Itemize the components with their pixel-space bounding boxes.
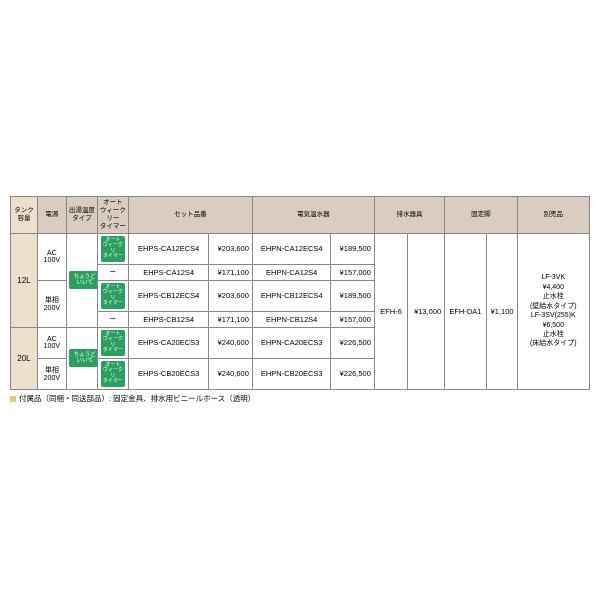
footnote: 付属品（同梱・同送部品）: 固定金具、排水用ビニールホース（透明） (10, 393, 590, 404)
set-price: ¥203,600 (209, 233, 252, 264)
table-row: 12L AC100V ちょうどいい℃ オートウィークリタイマー EHPS-CA1… (11, 233, 590, 264)
set-price: ¥240,600 (209, 327, 252, 358)
heater-price: ¥157,000 (331, 311, 374, 327)
heater-no: EHPN-CB12ECS4 (252, 280, 331, 311)
note-square-icon (10, 396, 16, 402)
set-price: ¥171,100 (209, 264, 252, 280)
set-price: ¥171,100 (209, 311, 252, 327)
set-no: EHPS-CA12ECS4 (128, 233, 209, 264)
h-setno: セット品番 (128, 197, 252, 233)
set-price: ¥240,600 (209, 358, 252, 389)
heater-price: ¥189,500 (331, 280, 374, 311)
h-drain: 排水器具 (374, 197, 444, 233)
temp-badge-cell: ちょうどいい℃ (66, 327, 97, 389)
temp-badge-icon: ちょうどいい℃ (69, 349, 98, 367)
timer-badge-cell: オートウィークリタイマー (97, 358, 128, 389)
set-no: EHPS-CB20ECS3 (128, 358, 209, 389)
h-timer: オートウィークリータイマー (97, 197, 128, 233)
set-no: EHPS-CA12S4 (128, 264, 209, 280)
no-timer: − (97, 264, 128, 280)
heater-no: EHPN-CA12S4 (252, 264, 331, 280)
fix-model: EFH-DA1 (445, 233, 486, 389)
h-fix: 固定脚 (445, 197, 517, 233)
betsu-cell: LF-3VK¥4,400止水栓(壁給水タイプ)LF-3SV(255)K¥6,50… (517, 233, 589, 389)
temp-badge-cell: ちょうどいい℃ (66, 233, 97, 327)
power-ac100: AC100V (37, 233, 66, 280)
temp-badge-icon: ちょうどいい℃ (69, 271, 98, 289)
heater-no: EHPN-CB12S4 (252, 311, 331, 327)
fix-price: ¥1,100 (486, 233, 517, 389)
set-no: EHPS-CB12ECS4 (128, 280, 209, 311)
h-tank: タンク容量 (11, 197, 38, 233)
timer-badge-icon: オートウィークリタイマー (101, 361, 125, 387)
h-power: 電源 (37, 197, 66, 233)
timer-badge-icon: オートウィークリタイマー (101, 283, 125, 309)
h-heater: 電気温水器 (252, 197, 374, 233)
drain-price: ¥13,000 (407, 233, 444, 389)
note-text: 付属品（同梱・同送部品）: 固定金具、排水用ビニールホース（透明） (19, 394, 255, 403)
heater-no: EHPN-CB20ECS3 (252, 358, 331, 389)
timer-badge-cell: オートウィークリタイマー (97, 233, 128, 264)
power-ac100: AC100V (37, 327, 66, 358)
timer-badge-icon: オートウィークリタイマー (101, 236, 125, 262)
tank-20l: 20L (11, 327, 38, 389)
tank-12l: 12L (11, 233, 38, 327)
timer-badge-cell: オートウィークリタイマー (97, 327, 128, 358)
drain-model: EFH-6 (374, 233, 407, 389)
power-200: 単相200V (37, 358, 66, 389)
spec-table: タンク容量 電源 出湯温度タイプ オートウィークリータイマー セット品番 電気温… (10, 196, 590, 389)
h-betsu: 別売品 (517, 197, 589, 233)
heater-price: ¥226,500 (331, 358, 374, 389)
set-no: EHPS-CB12S4 (128, 311, 209, 327)
heater-price: ¥157,000 (331, 264, 374, 280)
heater-no: EHPN-CA20ECS3 (252, 327, 331, 358)
h-temp: 出湯温度タイプ (66, 197, 97, 233)
heater-price: ¥189,500 (331, 233, 374, 264)
power-200: 単相200V (37, 280, 66, 327)
set-price: ¥203,600 (209, 280, 252, 311)
heater-no: EHPN-CA12ECS4 (252, 233, 331, 264)
no-timer: − (97, 311, 128, 327)
set-no: EHPS-CA20ECS3 (128, 327, 209, 358)
heater-price: ¥226,500 (331, 327, 374, 358)
timer-badge-icon: オートウィークリタイマー (101, 330, 125, 356)
timer-badge-cell: オートウィークリタイマー (97, 280, 128, 311)
